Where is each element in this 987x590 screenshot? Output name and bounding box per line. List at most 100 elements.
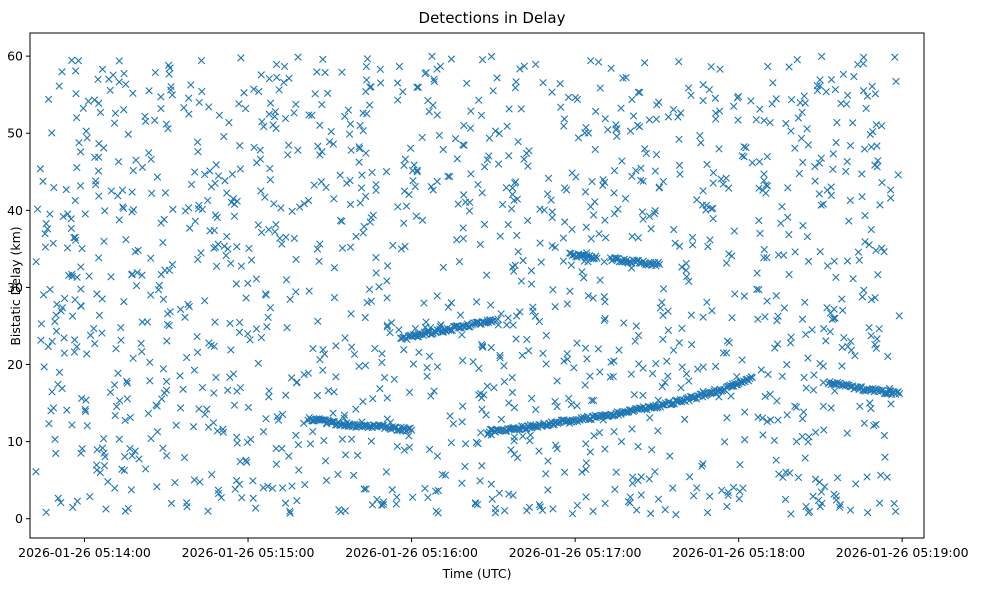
noise-point <box>243 458 251 466</box>
noise-point <box>242 456 250 464</box>
noise-point <box>618 157 626 165</box>
noise-point <box>245 244 253 253</box>
noise-point <box>503 122 511 131</box>
noise-point <box>264 313 272 321</box>
noise-point <box>779 473 787 481</box>
noise-point <box>211 179 219 188</box>
noise-point <box>294 146 302 154</box>
noise-point <box>636 88 644 97</box>
noise-point <box>368 501 377 509</box>
noise-point <box>863 92 872 100</box>
noise-point <box>632 506 641 514</box>
noise-point <box>787 510 795 518</box>
noise-point <box>833 118 841 127</box>
noise-point <box>672 510 680 519</box>
noise-point <box>395 62 404 71</box>
noise-point <box>93 466 101 474</box>
noise-point <box>278 240 286 248</box>
noise-point <box>72 89 80 98</box>
noise-point <box>772 292 780 300</box>
noise-point <box>891 507 900 516</box>
noise-point <box>687 340 696 349</box>
noise-point <box>159 295 168 304</box>
noise-point <box>95 192 103 200</box>
noise-point <box>601 216 609 224</box>
noise-point <box>233 439 241 447</box>
noise-point <box>868 127 877 136</box>
noise-point <box>101 207 109 215</box>
noise-point <box>376 79 385 87</box>
noise-point <box>846 196 854 205</box>
noise-point <box>740 292 749 300</box>
noise-point <box>222 251 230 260</box>
y-tick-label: 30 <box>7 280 23 295</box>
noise-point <box>871 90 880 98</box>
x-tick-label: 2026-01-26 05:19:00 <box>836 545 969 560</box>
noise-point <box>511 84 520 92</box>
noise-point <box>568 509 577 518</box>
noise-point <box>63 244 72 252</box>
noise-point <box>260 122 268 131</box>
noise-point <box>676 170 684 178</box>
noise-point <box>176 305 185 314</box>
noise-point <box>196 478 204 486</box>
noise-point <box>447 299 456 307</box>
noise-point <box>648 369 657 378</box>
noise-point <box>341 451 350 459</box>
noise-point <box>865 323 873 332</box>
noise-point <box>94 167 103 175</box>
noise-point <box>180 453 189 462</box>
noise-point <box>778 372 787 381</box>
noise-point <box>474 439 482 448</box>
noise-point <box>240 89 248 97</box>
noise-point <box>770 436 779 445</box>
noise-point <box>610 357 618 365</box>
noise-point <box>483 382 492 390</box>
noise-point <box>167 499 176 508</box>
noise-point <box>512 312 521 320</box>
noise-point <box>137 339 145 348</box>
noise-point <box>831 387 839 395</box>
noise-point <box>639 177 647 185</box>
noise-point <box>804 257 813 266</box>
noise-point <box>659 177 668 186</box>
noise-point <box>637 164 645 172</box>
noise-point <box>687 311 695 319</box>
noise-point <box>159 365 168 373</box>
noise-point <box>301 480 309 489</box>
noise-point <box>132 156 140 164</box>
noise-point <box>193 138 202 146</box>
noise-point <box>599 176 607 184</box>
noise-point <box>153 483 161 491</box>
noise-point <box>638 208 647 216</box>
noise-point <box>650 209 659 218</box>
noise-point <box>610 210 619 218</box>
noise-point <box>292 288 300 296</box>
noise-point <box>201 410 209 419</box>
noise-point <box>282 233 290 241</box>
noise-point <box>133 268 141 277</box>
noise-point <box>863 508 872 517</box>
noise-point <box>647 225 655 233</box>
noise-point <box>47 407 55 415</box>
noise-point <box>68 312 77 320</box>
noise-point <box>264 482 272 491</box>
noise-point <box>118 186 127 194</box>
noise-point <box>135 455 143 463</box>
noise-point <box>509 321 517 329</box>
noise-point <box>107 187 116 195</box>
noise-point <box>358 171 366 179</box>
noise-point <box>717 175 725 183</box>
track-point <box>685 397 693 405</box>
noise-point <box>400 219 408 227</box>
noise-point <box>487 52 496 61</box>
noise-point <box>535 317 544 326</box>
noise-point <box>226 319 234 328</box>
noise-point <box>478 55 487 64</box>
noise-point <box>811 177 819 185</box>
noise-point <box>467 170 475 178</box>
noise-point <box>582 465 590 474</box>
noise-point <box>843 157 851 166</box>
noise-point <box>425 445 434 454</box>
noise-point <box>873 335 881 343</box>
